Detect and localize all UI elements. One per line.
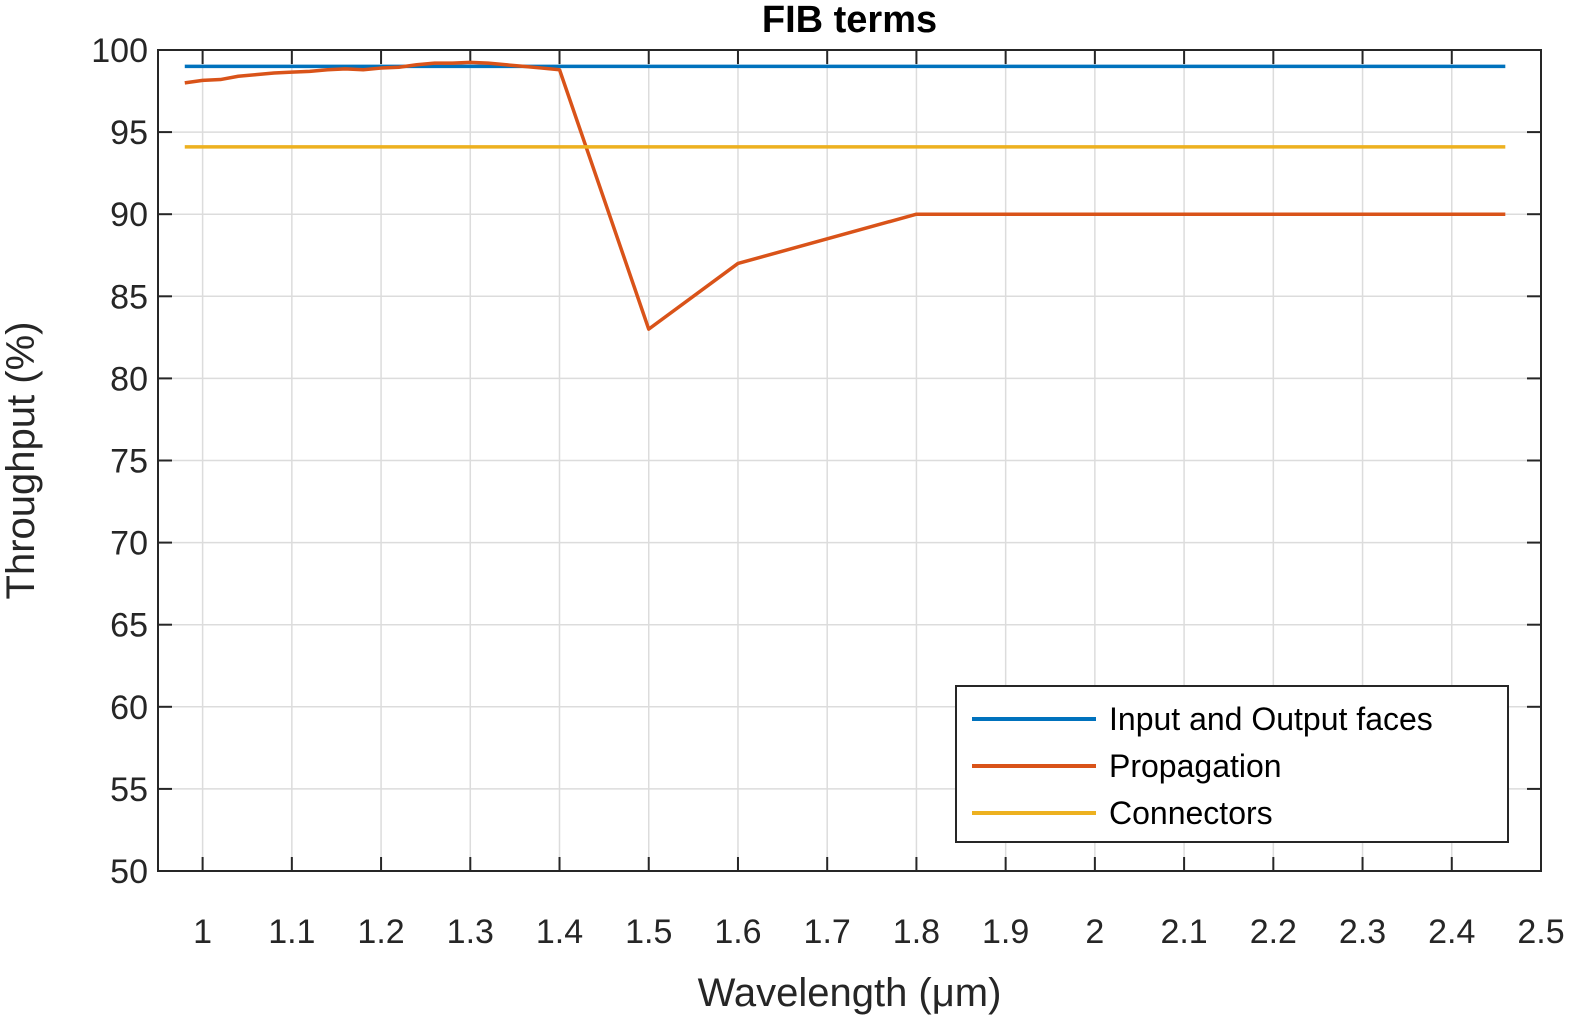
x-tick-label: 1.3 <box>447 913 494 951</box>
x-tick-label: 1.7 <box>804 913 851 951</box>
x-axis-label: Wavelength (μm) <box>698 971 1002 1015</box>
x-tick-label: 1.2 <box>357 913 404 951</box>
y-tick-label: 70 <box>110 525 148 563</box>
series <box>184 60 1506 331</box>
legend-entry-propagation: Propagation <box>1109 748 1282 784</box>
x-tick-label: 1.4 <box>536 913 583 951</box>
y-axis-label: Throughput (%) <box>0 322 43 600</box>
legend-entry-input-output-faces: Input and Output faces <box>1109 701 1433 737</box>
y-tick-label: 60 <box>110 689 148 727</box>
chart-title: FIB terms <box>762 0 937 41</box>
y-tick-label: 55 <box>110 771 148 809</box>
series-line-propagation <box>184 60 1506 331</box>
x-tick-label: 2.1 <box>1160 913 1207 951</box>
x-tick-label: 2.2 <box>1250 913 1297 951</box>
y-tick-label: 100 <box>91 32 148 70</box>
x-tick-label: 2.5 <box>1517 913 1564 951</box>
y-tick-label: 65 <box>110 607 148 645</box>
y-tick-label: 80 <box>110 360 148 398</box>
x-tick-label: 1.5 <box>625 913 672 951</box>
x-tick-label: 2.3 <box>1339 913 1386 951</box>
legend-entry-connectors: Connectors <box>1109 795 1273 831</box>
x-tick-label: 1 <box>193 913 212 951</box>
y-tick-label: 95 <box>110 114 148 152</box>
x-tick-label: 1.9 <box>982 913 1029 951</box>
x-tick-label: 1.8 <box>893 913 940 951</box>
y-tick-label: 50 <box>110 853 148 891</box>
x-tick-label: 1.1 <box>268 913 315 951</box>
legend: Input and Output faces Propagation Conne… <box>955 685 1509 843</box>
ticks: 1 1.1 1.2 1.3 1.4 1.5 1.6 1.7 1.8 1.9 2 2.1 2.2 2.3 2.… <box>91 32 1564 951</box>
y-tick-label: 85 <box>110 278 148 316</box>
x-tick-label: 2.4 <box>1428 913 1475 951</box>
y-tick-label: 75 <box>110 443 148 481</box>
y-tick-label: 90 <box>110 196 148 234</box>
x-tick-label: 1.6 <box>714 913 761 951</box>
x-tick-label: 2 <box>1085 913 1104 951</box>
